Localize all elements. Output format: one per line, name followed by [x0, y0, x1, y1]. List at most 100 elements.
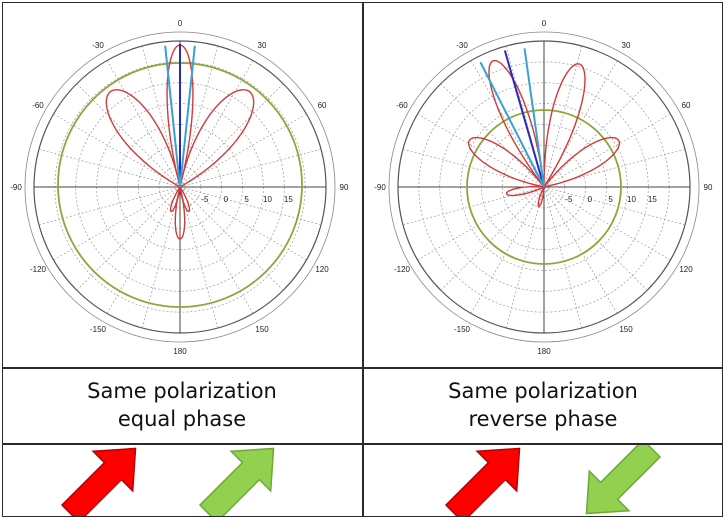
polar-spoke [402, 186, 545, 226]
angle-tick-label: 90 [704, 183, 713, 192]
caption-right: Same polarization reverse phase [364, 377, 722, 433]
polar-outer-ring-2 [388, 31, 700, 343]
pattern-lobe [537, 186, 545, 207]
pattern-lobe [543, 63, 586, 190]
angle-tick-label: 150 [619, 325, 633, 334]
radial-tick-label: -5 [565, 195, 573, 204]
polar-spoke [543, 83, 648, 188]
pattern-lobe [174, 186, 186, 240]
polar-spoke [179, 186, 254, 314]
polar-spoke [179, 113, 307, 188]
polar-spoke [543, 186, 648, 291]
polar-spoke [505, 186, 545, 329]
angle-tick-label: -90 [10, 183, 22, 192]
arrows-right-cell [364, 445, 722, 516]
angle-tick-label: 180 [173, 347, 187, 356]
beam-line [164, 45, 181, 188]
angle-tick-label: 30 [258, 41, 267, 50]
polar-spoke [53, 186, 181, 261]
angle-tick-label: 90 [340, 183, 349, 192]
caption-right-line1: Same polarization [448, 379, 638, 403]
polar-plot-reverse-phase: 0 -30 -60 -90 -120 -150 180 150 120 90 60 30 -5 0 5 10 1… [374, 19, 713, 356]
angle-tick-label: -60 [396, 101, 408, 110]
angle-tick-label: -120 [394, 265, 411, 274]
radial-tick-label: 10 [627, 195, 636, 204]
pattern-lobe [178, 89, 255, 189]
pattern-lobe [169, 186, 181, 213]
polar-spoke [38, 148, 181, 188]
arrows-left [60, 447, 275, 516]
radial-tick-label: 10 [263, 195, 272, 204]
polar-spoke [179, 83, 284, 188]
column-divider [362, 3, 364, 516]
beam-line [503, 50, 545, 188]
angle-tick-label: 120 [315, 265, 329, 274]
polar-spoke [179, 148, 322, 188]
polar-spoke [440, 186, 545, 291]
angle-tick-label: 60 [318, 101, 327, 110]
radial-tick-label: 0 [588, 195, 593, 204]
angle-tick-label: -90 [374, 183, 386, 192]
polar-spoke [106, 60, 181, 188]
radial-tick-label: -5 [201, 195, 209, 204]
angle-tick-label: 150 [255, 325, 269, 334]
beam-line [479, 61, 545, 188]
red-arrow-icon [60, 447, 137, 516]
angle-tick-label: -150 [454, 325, 471, 334]
pattern-lobe [488, 59, 546, 190]
angle-tick-label: -120 [30, 265, 47, 274]
beam-line [179, 45, 196, 188]
polar-outer-ring-2 [24, 31, 336, 343]
polar-spoke [543, 186, 671, 261]
pattern-lobe [542, 136, 621, 189]
angle-tick-label: -30 [92, 41, 104, 50]
polar-spoke [106, 186, 181, 314]
row-divider-bottom [3, 443, 722, 445]
angle-tick-label: 60 [682, 101, 691, 110]
radial-tick-label: 15 [648, 195, 657, 204]
arrows-right [444, 445, 662, 516]
caption-left-line2: equal phase [117, 407, 247, 431]
polar-spoke [53, 113, 181, 188]
polar-spoke [440, 83, 545, 188]
polar-plot-equal-phase: 0 -30 -60 -90 -120 -150 180 150 120 90 60 30 -5 0 5 10 1… [10, 19, 349, 356]
angle-tick-label: -30 [456, 41, 468, 50]
radial-tick-label: 5 [244, 195, 249, 204]
pattern-lobe [505, 186, 545, 197]
green-arrow-icon [198, 447, 275, 516]
pattern-lobe [179, 186, 191, 213]
polar-spoke [470, 60, 545, 188]
polar-spoke [179, 60, 254, 188]
polar-spoke [76, 83, 181, 188]
polar-spoke [417, 186, 545, 261]
polar-plot-left-cell: 0 -30 -60 -90 -120 -150 180 150 120 90 60 30 -5 0 5 10 1… [3, 3, 361, 366]
angle-tick-label: -60 [32, 101, 44, 110]
radial-tick-label: 0 [224, 195, 229, 204]
radial-tick-label: 5 [608, 195, 613, 204]
caption-left-line1: Same polarization [87, 379, 277, 403]
polar-plot-right-cell: 0 -30 -60 -90 -120 -150 180 150 120 90 60 30 -5 0 5 10 1… [364, 3, 722, 366]
beam-line [523, 48, 545, 188]
polar-spoke [76, 186, 181, 291]
polar-spoke [470, 186, 545, 314]
polar-spoke [543, 186, 618, 314]
pattern-lobe [105, 89, 182, 189]
pattern-lobe [467, 136, 546, 189]
polar-spoke [179, 186, 219, 329]
polar-spoke [417, 113, 545, 188]
row-divider-top [3, 367, 722, 369]
polar-spoke [141, 186, 181, 329]
polar-spoke [543, 45, 583, 188]
angle-tick-label: 30 [622, 41, 631, 50]
caption-left: Same polarization equal phase [3, 377, 361, 433]
polar-spoke [179, 186, 284, 291]
reference-circle [466, 109, 622, 265]
radial-tick-label: 15 [284, 195, 293, 204]
caption-right-line2: reverse phase [468, 407, 618, 431]
angle-tick-label: 180 [537, 347, 551, 356]
green-arrow-icon [585, 445, 662, 515]
angle-tick-label: 0 [178, 19, 183, 28]
polar-spoke [543, 186, 583, 329]
angle-tick-label: -150 [90, 325, 107, 334]
